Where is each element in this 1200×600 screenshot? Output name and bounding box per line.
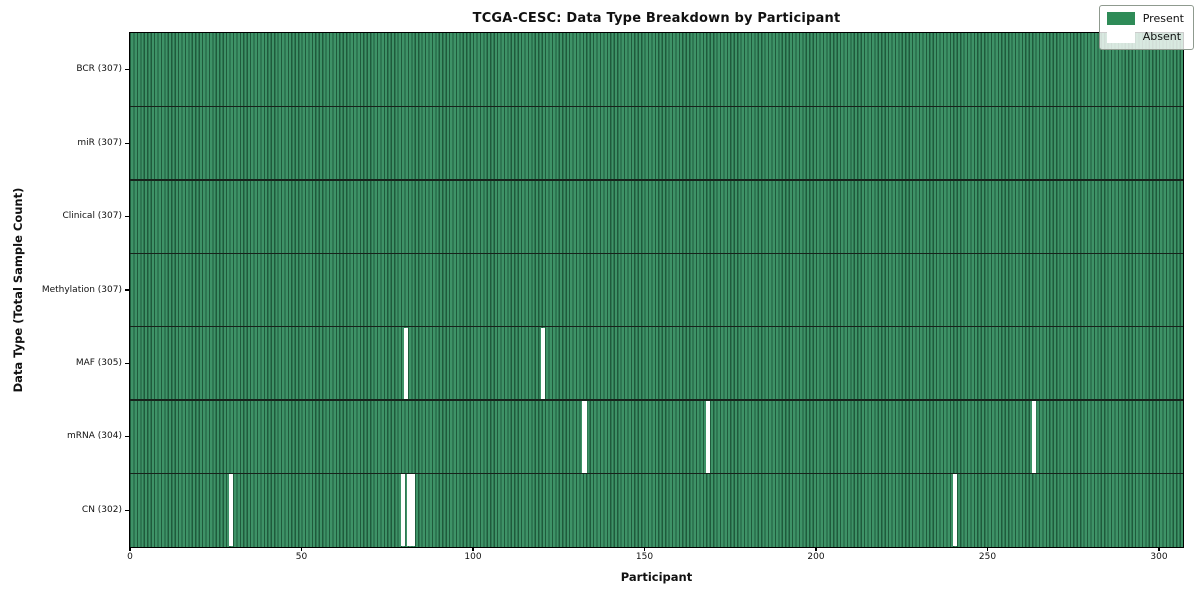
x-tick-mark xyxy=(1158,547,1160,551)
x-tick-mark xyxy=(643,547,646,551)
y-tick-label: mRNA (304) xyxy=(67,431,122,442)
absent-bar-mRNA-263 xyxy=(1031,400,1036,473)
y-tick-mark xyxy=(125,215,129,218)
y-tick-label: BCR (307) xyxy=(76,64,122,75)
y-tick-label: MAF (305) xyxy=(75,357,122,368)
row-separator xyxy=(130,252,1183,254)
y-tick-label: Methylation (307) xyxy=(41,284,122,295)
y-tick-label: Clinical (307) xyxy=(62,211,122,222)
legend: Present Absent xyxy=(1098,5,1194,50)
y-tick-mark xyxy=(125,289,129,291)
absent-bar-mRNA-168 xyxy=(705,400,711,473)
row-separator xyxy=(130,179,1183,181)
y-tick-mark xyxy=(125,69,129,71)
y-tick-mark xyxy=(125,509,129,511)
x-tick-label: 0 xyxy=(127,552,133,562)
absent-bar-CN-240 xyxy=(952,474,958,547)
legend-swatch-absent xyxy=(1106,30,1135,43)
y-tick-label: CN (302) xyxy=(81,504,122,515)
x-axis-label: Participant xyxy=(620,570,693,584)
x-tick-mark xyxy=(300,547,303,551)
y-tick-mark xyxy=(125,436,129,438)
x-tick-mark xyxy=(472,547,474,551)
row-separator xyxy=(130,472,1183,475)
x-tick-mark xyxy=(815,547,817,551)
legend-label: Absent xyxy=(1142,30,1182,43)
legend-label: Present xyxy=(1142,12,1184,25)
legend-swatch-present xyxy=(1106,12,1135,25)
absent-bar-MAF-120 xyxy=(541,327,546,400)
absent-bar-CN-29 xyxy=(229,474,234,547)
legend-entry-absent: Absent xyxy=(1106,30,1184,43)
x-tick-mark xyxy=(129,547,131,551)
row-separator xyxy=(130,105,1183,108)
x-tick-label: 200 xyxy=(807,552,825,562)
x-tick-label: 100 xyxy=(464,552,482,562)
y-tick-mark xyxy=(125,362,129,365)
absent-bar-CN-81 xyxy=(407,474,412,547)
absent-bar-CN-82 xyxy=(410,474,416,547)
absent-bar-CN-79 xyxy=(400,474,405,547)
x-tick-label: 250 xyxy=(978,552,997,562)
y-tick-label: miR (307) xyxy=(77,137,122,148)
legend-entry-present: Present xyxy=(1106,12,1184,25)
x-tick-label: 300 xyxy=(1150,552,1168,562)
x-tick-label: 150 xyxy=(635,552,654,562)
plot-area xyxy=(130,33,1183,547)
row-separator xyxy=(130,326,1183,328)
x-tick-mark xyxy=(986,547,989,551)
x-tick-label: 50 xyxy=(295,552,308,562)
y-tick-mark xyxy=(125,142,129,144)
chart-title: TCGA-CESC: Data Type Breakdown by Partic… xyxy=(472,11,841,26)
row-separator xyxy=(130,399,1183,401)
absent-bar-MAF-80 xyxy=(403,327,409,400)
absent-bar-mRNA-132 xyxy=(582,400,587,473)
